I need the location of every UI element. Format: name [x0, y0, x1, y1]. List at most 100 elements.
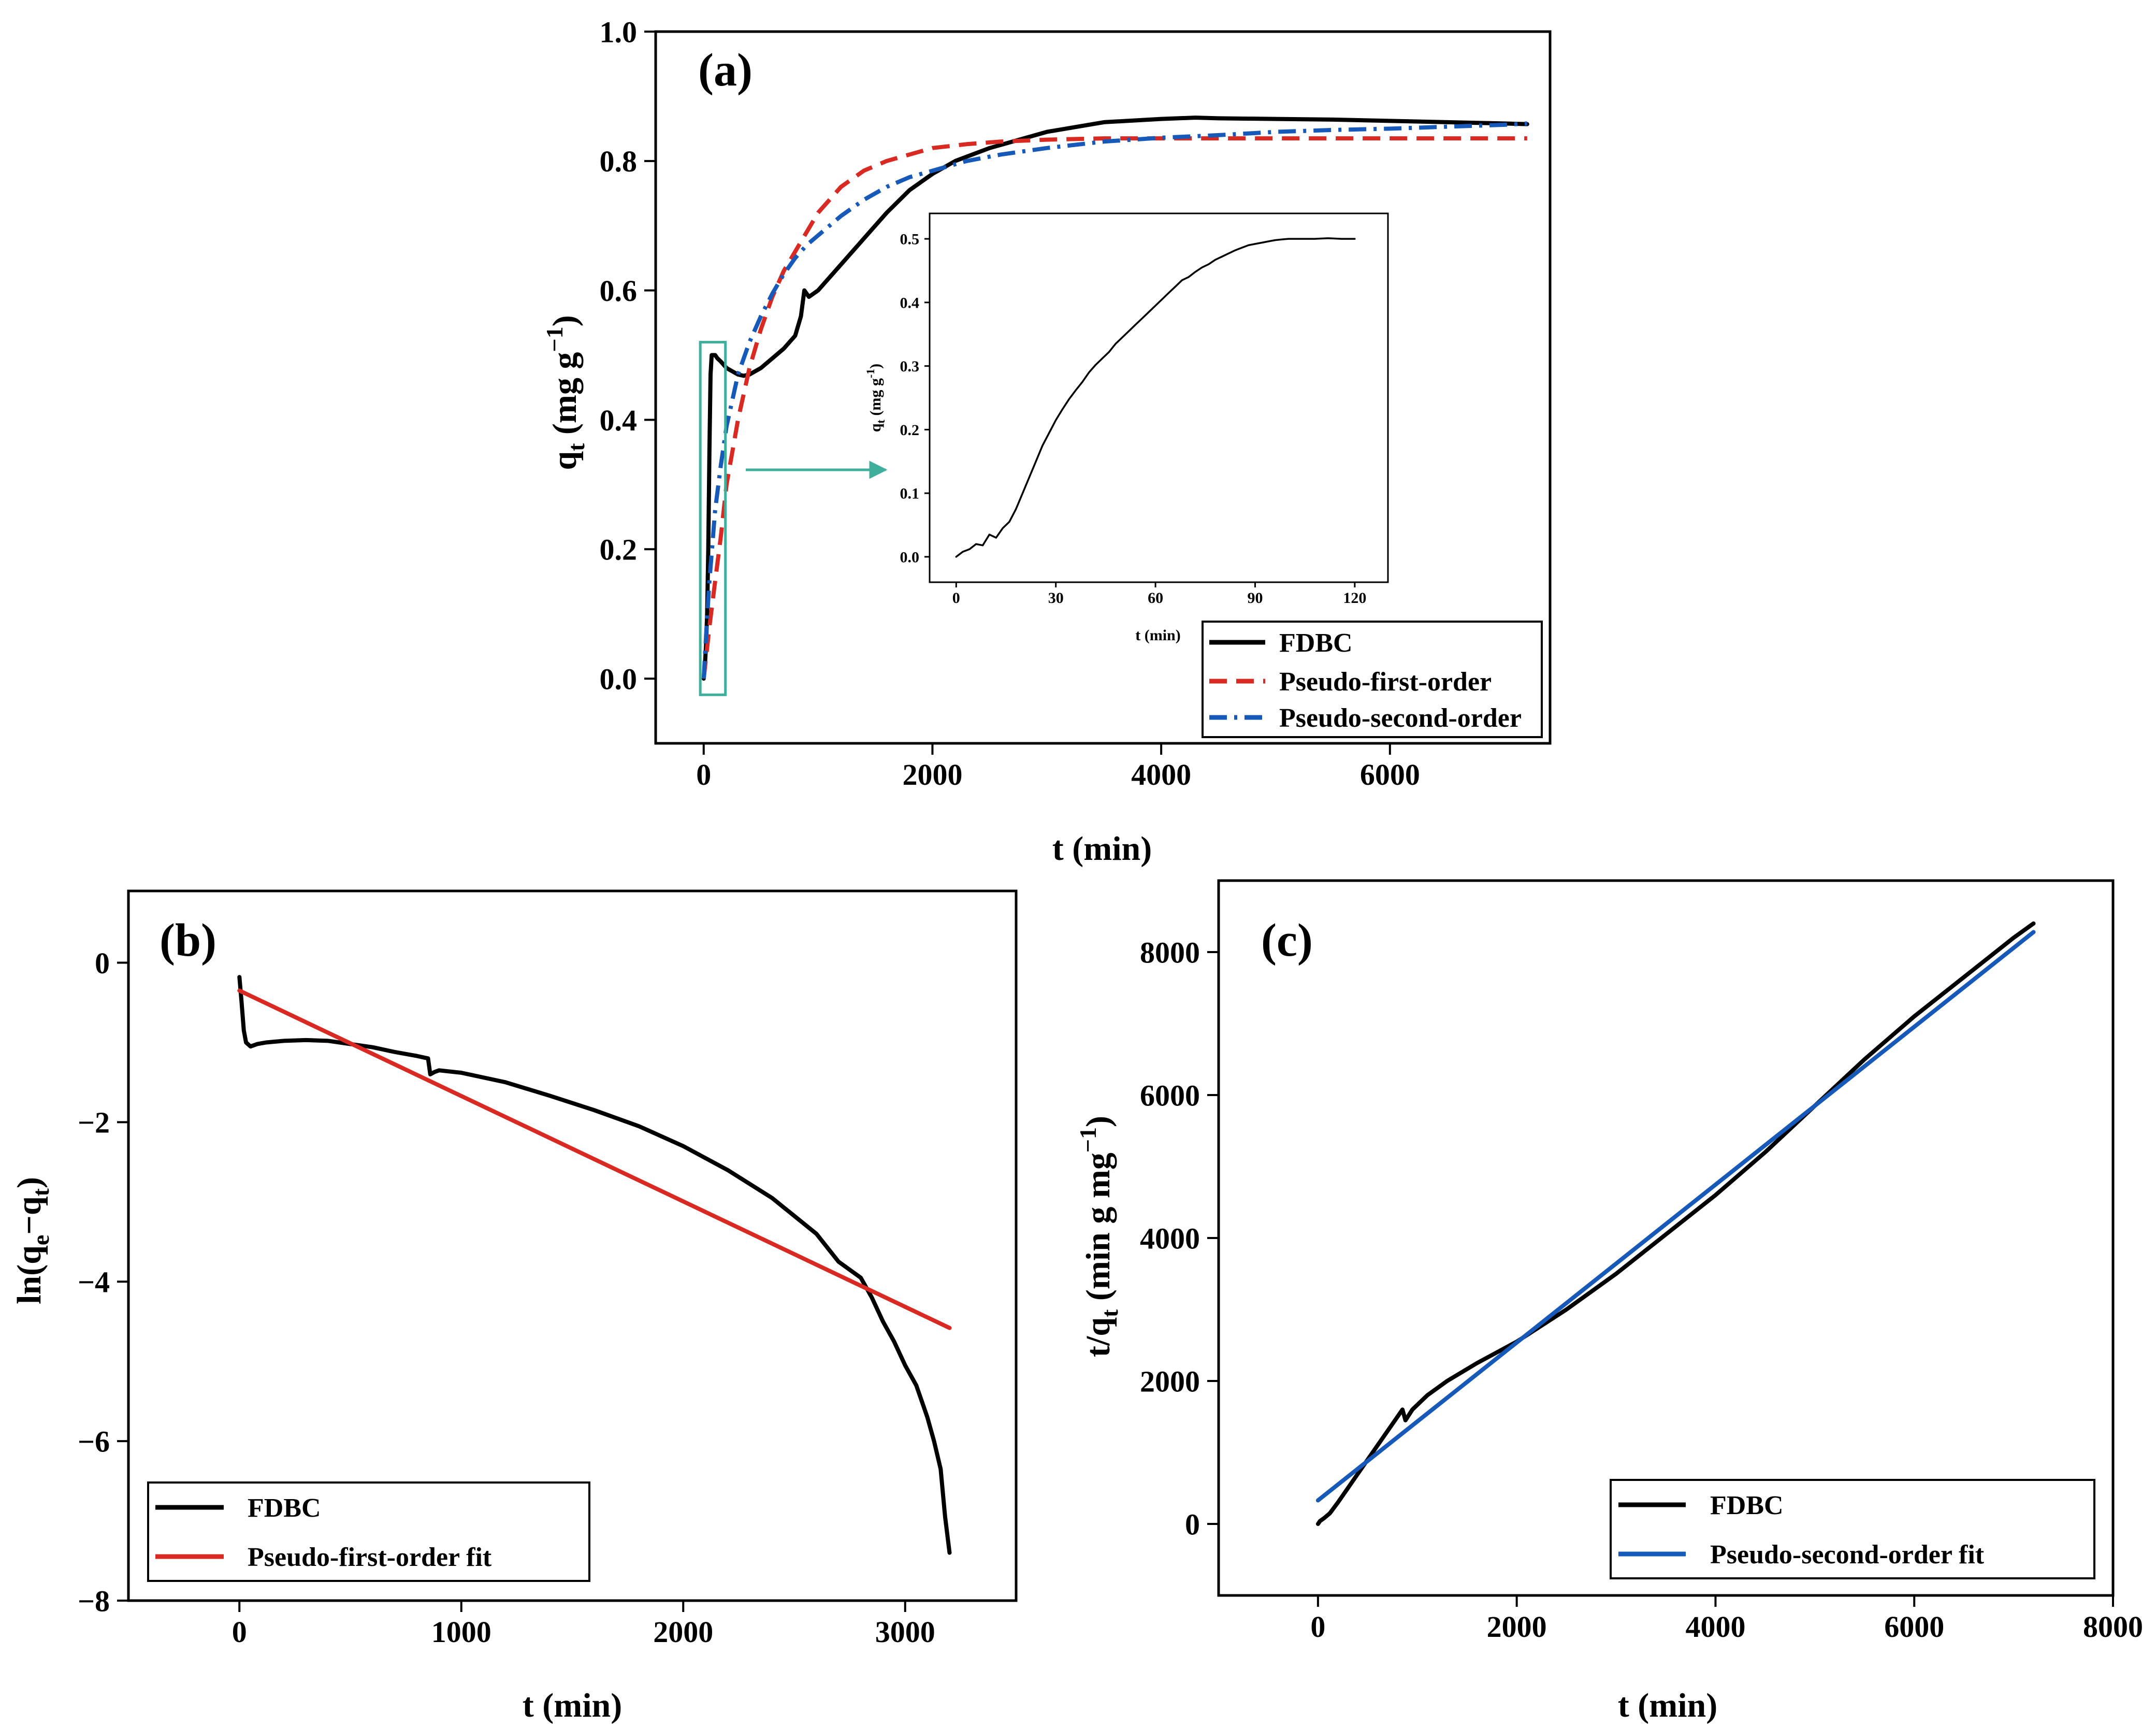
y-tick-label: 0.2	[600, 533, 638, 567]
legend-a-label-fdbc: FDBC	[1279, 628, 1353, 658]
series-line-fdbc	[955, 237, 1356, 558]
ylabel-a-sup: −1	[541, 326, 568, 352]
y-tick-label: −2	[78, 1106, 110, 1140]
ylabel-c-sub: t	[1096, 1309, 1123, 1317]
panel-c-xlabel: t (min)	[1618, 1687, 1717, 1724]
panel-c: 0 2000 4000 6000 8000 0 2000 4000 6000 8000 (c) t…	[1075, 879, 2143, 1724]
panel-b-ticks: 0 1000 2000 3000 0 −2 −4 −6 −8	[78, 946, 935, 1649]
x-tick-label: 2000	[653, 1615, 713, 1649]
legend-c-label-fdbc: FDBC	[1710, 1491, 1784, 1520]
panel-a-ticks: 0 2000 4000 6000 0.0 0.2 0.4 0.6 0.8 1.0	[600, 15, 1420, 791]
x-tick-label: 60	[1148, 589, 1163, 607]
panel-b-series	[237, 975, 952, 1555]
y-tick-label: 8000	[1140, 936, 1200, 969]
inset-ylabel-units: (mg g	[867, 378, 884, 420]
panel-c-series	[1315, 921, 2036, 1526]
x-tick-label: 3000	[875, 1615, 935, 1649]
y-tick-label: 0	[95, 946, 110, 980]
ylabel-a-units: (mg g	[546, 352, 584, 443]
legend-b-label-fit: Pseudo-first-order fit	[248, 1543, 492, 1572]
y-tick-label: 6000	[1140, 1078, 1200, 1112]
panel-b-legend: FDBC Pseudo-first-order fit	[147, 1481, 590, 1582]
panel-a-frame	[654, 30, 1552, 745]
panel-b-label: (b)	[160, 915, 216, 966]
y-tick-label: 0.6	[600, 274, 638, 308]
y-tick-label: 0.2	[900, 422, 920, 439]
legend-b-frame	[147, 1481, 590, 1582]
x-tick-label: 2000	[1487, 1610, 1547, 1644]
panel-b: 0 1000 2000 3000 0 −2 −4 −6 −8 (b) t (min) ln(qe…	[10, 889, 1018, 1724]
series-line-pseudo-first-order-fit	[237, 988, 952, 1330]
panel-a: 0 2000 4000 6000 0.0 0.2 0.4 0.6 0.8 1.0 (a) t (m…	[541, 15, 1552, 868]
x-tick-label: 6000	[1884, 1610, 1944, 1644]
x-tick-label: 8000	[2083, 1610, 2143, 1644]
panel-a-inset: 0 30 60 90 120 0.0 0.1 0.2 0.3 0.4 0.5 t (min) qt …	[864, 212, 1389, 644]
ylabel-c-units: (min g mg	[1079, 1153, 1117, 1309]
y-tick-label: 2000	[1140, 1364, 1200, 1398]
ylabel-b-sub2: t	[27, 1188, 54, 1196]
x-tick-label: 0	[232, 1615, 247, 1649]
y-tick-label: 0.4	[900, 294, 920, 311]
ylabel-a-close: )	[546, 315, 584, 326]
inset-frame	[929, 212, 1389, 583]
x-tick-label: 90	[1247, 589, 1263, 607]
y-tick-label: 0.0	[600, 662, 638, 696]
series-line-fdbc	[1315, 921, 2036, 1526]
panel-c-legend: FDBC Pseudo-second-order fit	[1610, 1479, 2095, 1579]
y-tick-label: 0.1	[900, 485, 920, 502]
x-tick-label: 0	[1310, 1610, 1325, 1644]
inset-xlabel: t (min)	[1135, 627, 1180, 644]
x-tick-label: 4000	[1685, 1610, 1745, 1644]
series-line-pseudo-second-order-fit	[1315, 930, 2036, 1503]
panel-a-label: (a)	[698, 45, 753, 96]
legend-c-frame	[1610, 1479, 2095, 1579]
y-tick-label: −8	[78, 1584, 110, 1618]
panel-a-ylabel: qt (mg g−1)	[541, 315, 589, 470]
x-tick-label: 1000	[431, 1615, 491, 1649]
panel-a-xlabel: t (min)	[1052, 830, 1152, 868]
series-line-fdbc	[701, 116, 1529, 681]
inset-ylabel: qt (mg g-1)	[864, 364, 887, 432]
inset-ticks: 0 30 60 90 120 0.0 0.1 0.2 0.3 0.4 0.5	[900, 231, 1367, 607]
inset-ylabel-close: )	[867, 364, 884, 369]
panel-b-frame	[127, 889, 1018, 1602]
y-tick-label: −6	[78, 1424, 110, 1458]
legend-b-label-fdbc: FDBC	[248, 1493, 321, 1523]
inset-ylabel-sub: t	[874, 419, 887, 423]
inset-ylabel-base: q	[867, 423, 884, 432]
x-tick-label: 120	[1343, 589, 1366, 607]
x-tick-label: 0	[696, 758, 711, 791]
panel-a-zoom-highlight-box	[699, 341, 727, 696]
x-tick-label: 0	[952, 589, 960, 607]
y-tick-label: 4000	[1140, 1221, 1200, 1255]
ylabel-a-base: q	[546, 451, 584, 470]
y-tick-label: −4	[78, 1265, 110, 1299]
y-tick-label: 0	[1185, 1507, 1200, 1541]
legend-c-label-fit: Pseudo-second-order fit	[1710, 1540, 1985, 1570]
y-tick-label: 0.4	[600, 404, 638, 437]
x-tick-label: 2000	[902, 758, 962, 791]
panel-a-legend: FDBC Pseudo-first-order Pseudo-second-or…	[1202, 621, 1543, 738]
x-tick-label: 6000	[1360, 758, 1420, 791]
ylabel-b-sub1: e	[27, 1235, 54, 1245]
series-line-fdbc	[237, 975, 952, 1555]
panel-b-xlabel: t (min)	[523, 1687, 622, 1724]
inset-series	[955, 237, 1356, 558]
y-tick-label: 0.0	[900, 549, 920, 566]
ylabel-b-mid: −q	[10, 1196, 48, 1235]
ylabel-a-sub: t	[563, 443, 589, 451]
ylabel-c-sup: −1	[1075, 1127, 1101, 1153]
ylabel-c-close: )	[1079, 1116, 1117, 1127]
legend-a-label-pfo: Pseudo-first-order	[1279, 667, 1492, 697]
ylabel-c-pre: t/q	[1079, 1317, 1117, 1357]
panel-c-ticks: 0 2000 4000 6000 8000 0 2000 4000 6000 8000	[1140, 936, 2143, 1644]
ylabel-b-post: )	[10, 1177, 48, 1188]
y-tick-label: 1.0	[600, 15, 638, 49]
inset-ylabel-sup: -1	[864, 369, 877, 378]
panel-b-ylabel: ln(qe−qt)	[10, 1177, 54, 1304]
x-tick-label: 4000	[1131, 758, 1191, 791]
y-tick-label: 0.3	[900, 358, 920, 375]
panel-c-label: (c)	[1261, 915, 1313, 966]
y-tick-label: 0.8	[600, 145, 638, 178]
